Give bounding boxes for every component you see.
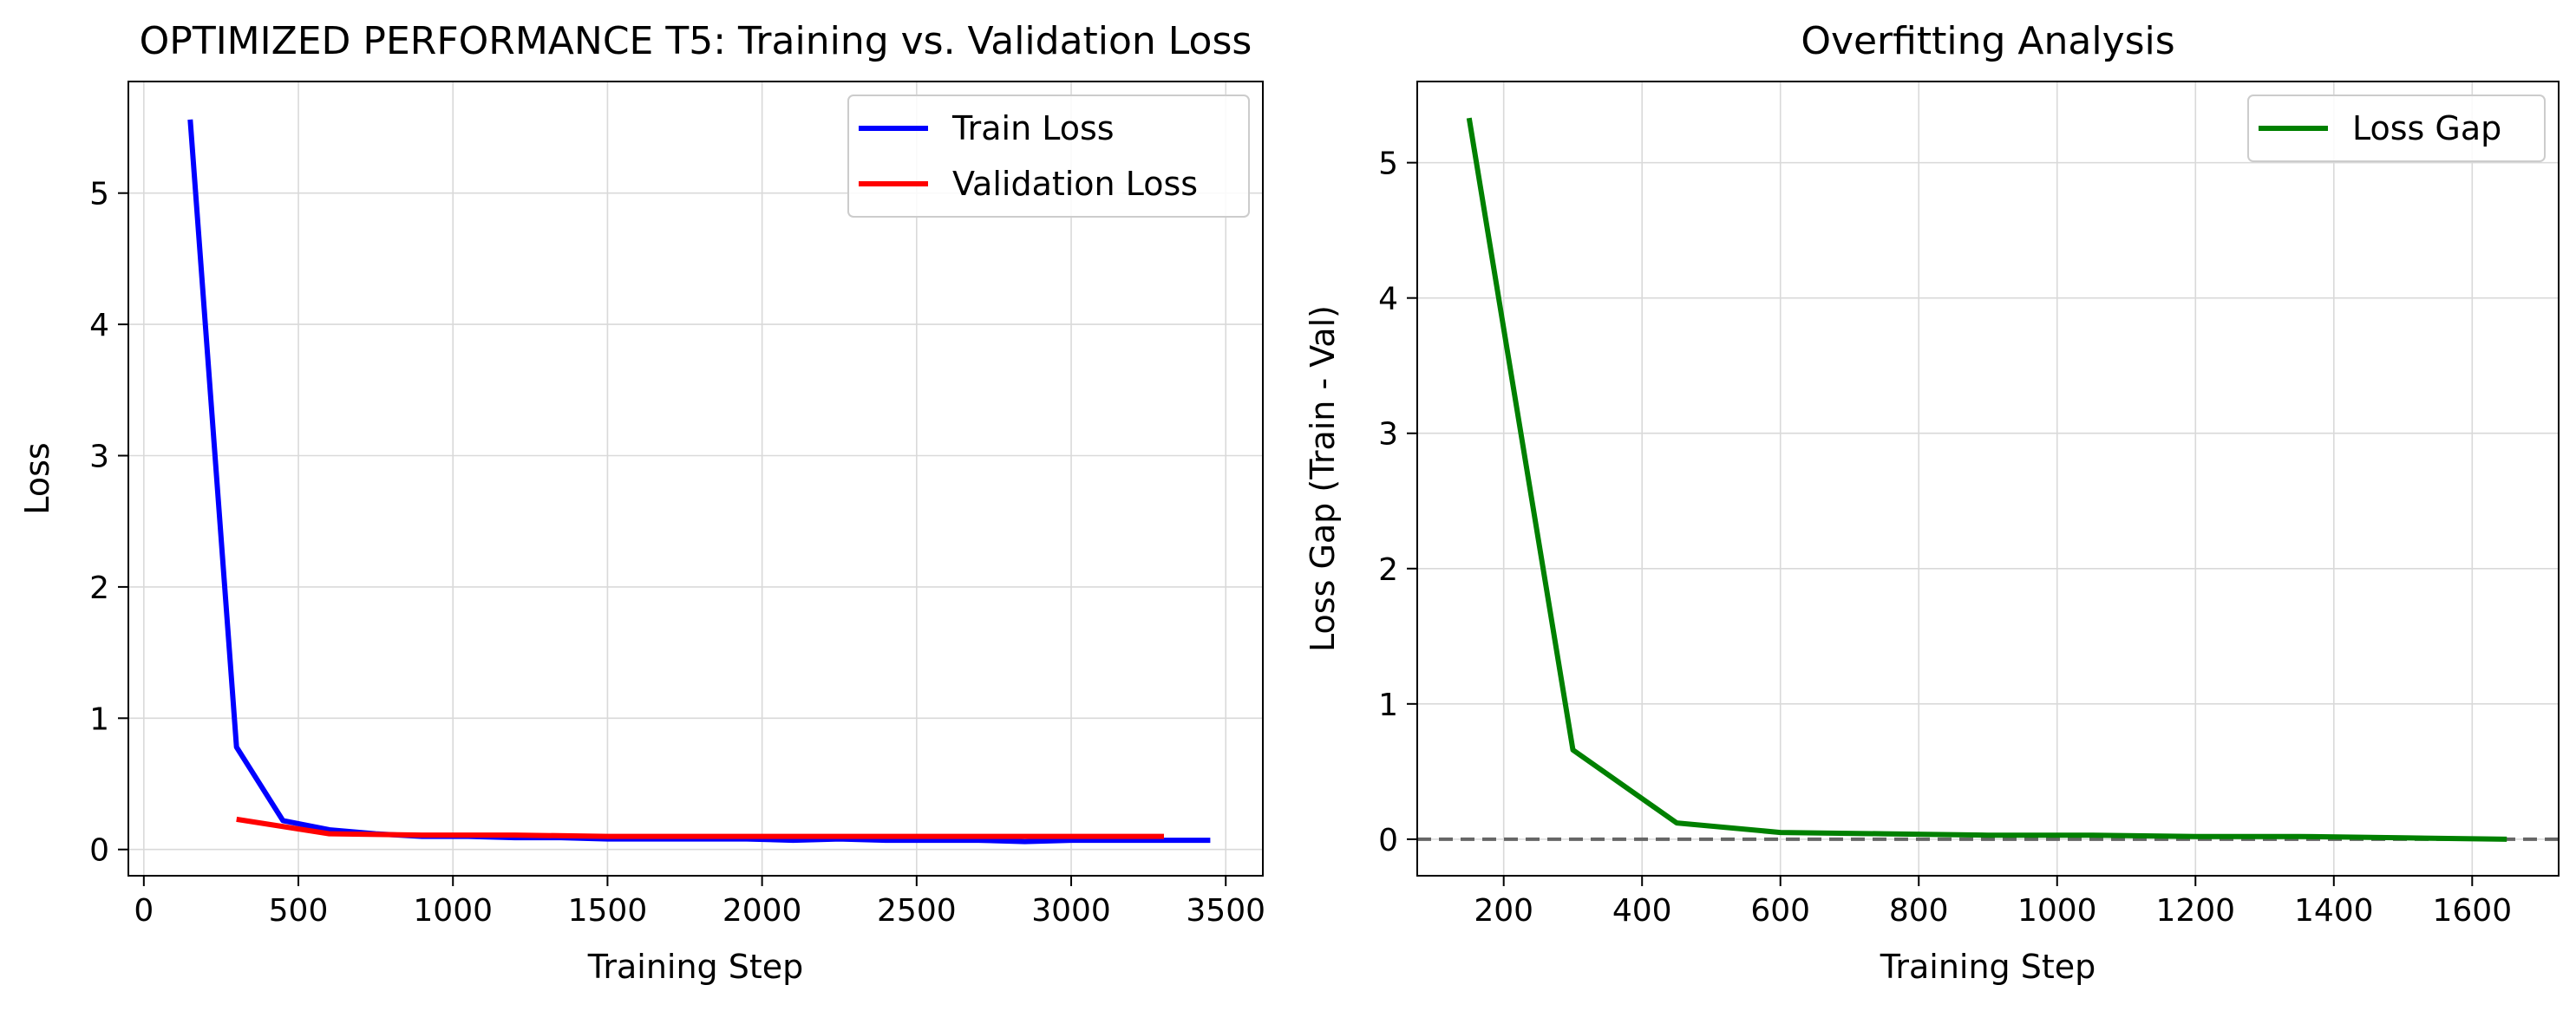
train-loss-line bbox=[187, 119, 1211, 845]
legend-label-validation-loss: Validation Loss bbox=[952, 165, 1198, 203]
x-tick-label: 500 bbox=[269, 893, 329, 929]
y-axis-ticks: 0 1 2 3 4 5 bbox=[1378, 147, 1417, 858]
x-tick-label: 1200 bbox=[2155, 893, 2235, 929]
x-tick-label: 1000 bbox=[413, 893, 493, 929]
x-tick-label: 3000 bbox=[1031, 893, 1111, 929]
x-axis-ticks: 0 500 1000 1500 2000 2500 3000 3500 bbox=[134, 876, 1265, 929]
y-tick-label: 0 bbox=[1378, 823, 1398, 858]
x-tick-label: 400 bbox=[1612, 893, 1672, 929]
y-tick-label: 5 bbox=[89, 177, 109, 212]
x-tick-label: 600 bbox=[1750, 893, 1810, 929]
x-tick-label: 2000 bbox=[722, 893, 802, 929]
series-lines bbox=[187, 119, 1211, 845]
x-tick-label: 1600 bbox=[2432, 893, 2512, 929]
legend-box bbox=[2247, 95, 2546, 162]
x-tick-label: 0 bbox=[134, 893, 154, 929]
training-vs-validation-panel: OPTIMIZED PERFORMANCE T5: Training vs. V… bbox=[18, 19, 1265, 986]
x-tick-label: 1500 bbox=[568, 893, 648, 929]
legend: Loss Gap bbox=[2247, 95, 2546, 162]
overfitting-analysis-panel: Overfitting Analysis Training Step Loss … bbox=[1304, 19, 2560, 986]
chart-title: Overfitting Analysis bbox=[1801, 19, 2174, 63]
x-tick-label: 200 bbox=[1474, 893, 1533, 929]
y-tick-label: 5 bbox=[1378, 147, 1398, 182]
y-tick-label: 4 bbox=[1378, 282, 1398, 317]
plot-frame bbox=[127, 81, 1264, 877]
y-tick-label: 4 bbox=[89, 308, 109, 343]
y-tick-label: 2 bbox=[1378, 552, 1398, 588]
x-tick-label: 800 bbox=[1889, 893, 1949, 929]
x-axis-label: Training Step bbox=[1880, 948, 2096, 986]
y-axis-label: Loss Gap (Train - Val) bbox=[1304, 305, 1342, 652]
legend-box bbox=[847, 95, 1250, 218]
loss-gap-line bbox=[1466, 117, 2507, 842]
legend-label-train-loss: Train Loss bbox=[951, 109, 1115, 147]
x-tick-label: 3500 bbox=[1186, 893, 1265, 929]
y-tick-label: 3 bbox=[89, 440, 109, 475]
y-tick-label: 0 bbox=[89, 833, 109, 869]
x-axis-label: Training Step bbox=[587, 948, 804, 986]
y-tick-label: 1 bbox=[1378, 688, 1398, 723]
y-tick-label: 2 bbox=[89, 571, 109, 606]
y-tick-label: 1 bbox=[89, 701, 109, 737]
grid bbox=[1417, 82, 2559, 876]
y-axis-label: Loss bbox=[18, 442, 56, 514]
x-tick-label: 2500 bbox=[877, 893, 957, 929]
legend: Train Loss Validation Loss bbox=[847, 95, 1250, 218]
chart-title: OPTIMIZED PERFORMANCE T5: Training vs. V… bbox=[140, 19, 1252, 63]
plot-frame bbox=[1416, 81, 2560, 877]
x-tick-label: 1400 bbox=[2294, 893, 2374, 929]
x-tick-label: 1000 bbox=[2017, 893, 2097, 929]
legend-label-loss-gap: Loss Gap bbox=[2352, 109, 2501, 147]
validation-loss-line bbox=[236, 816, 1164, 839]
series-lines bbox=[1466, 117, 2507, 842]
y-tick-label: 3 bbox=[1378, 417, 1398, 453]
x-axis-ticks: 200 400 600 800 1000 1200 1400 1600 bbox=[1474, 876, 2512, 929]
y-axis-ticks: 0 1 2 3 4 5 bbox=[89, 177, 128, 869]
